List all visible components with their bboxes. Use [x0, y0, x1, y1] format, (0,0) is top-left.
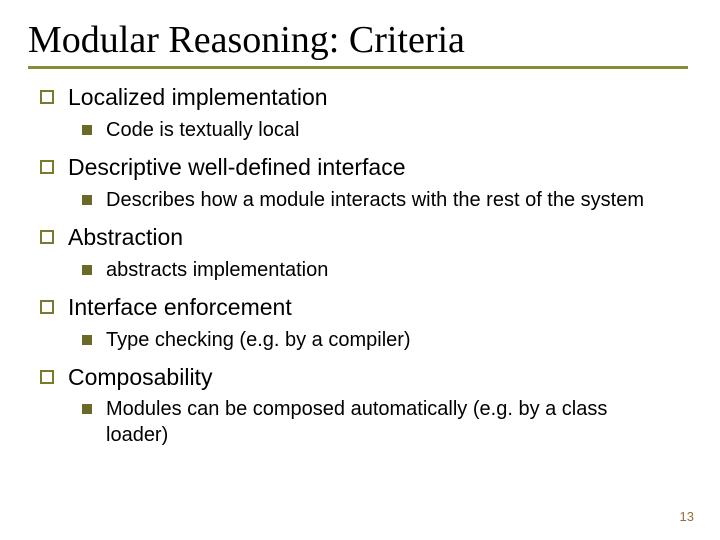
subitem-label: Code is textually local: [106, 117, 299, 143]
list-subitem: Type checking (e.g. by a compiler): [82, 327, 692, 353]
item-label: Composability: [68, 363, 212, 393]
square-outline-icon: [40, 230, 54, 244]
square-outline-icon: [40, 370, 54, 384]
square-fill-icon: [82, 404, 92, 414]
list-item: Descriptive well-defined interface: [40, 153, 692, 183]
square-outline-icon: [40, 90, 54, 104]
square-outline-icon: [40, 300, 54, 314]
title-underline: [28, 66, 688, 69]
square-fill-icon: [82, 335, 92, 345]
slide-title: Modular Reasoning: Criteria: [28, 18, 692, 62]
list-subitem: Code is textually local: [82, 117, 692, 143]
subitem-label: Type checking (e.g. by a compiler): [106, 327, 411, 353]
list-item: Localized implementation: [40, 83, 692, 113]
slide: Modular Reasoning: Criteria Localized im…: [0, 0, 720, 540]
square-fill-icon: [82, 125, 92, 135]
page-number: 13: [680, 509, 694, 524]
list-item: Composability: [40, 363, 692, 393]
item-label: Localized implementation: [68, 83, 328, 113]
subitem-label: Modules can be composed automatically (e…: [106, 396, 666, 448]
list-subitem: abstracts implementation: [82, 257, 692, 283]
list-item: Abstraction: [40, 223, 692, 253]
list-item: Interface enforcement: [40, 293, 692, 323]
item-label: Interface enforcement: [68, 293, 292, 323]
list-subitem: Describes how a module interacts with th…: [82, 187, 692, 213]
subitem-label: Describes how a module interacts with th…: [106, 187, 644, 213]
square-fill-icon: [82, 195, 92, 205]
list-subitem: Modules can be composed automatically (e…: [82, 396, 692, 448]
square-outline-icon: [40, 160, 54, 174]
item-label: Descriptive well-defined interface: [68, 153, 406, 183]
item-label: Abstraction: [68, 223, 183, 253]
subitem-label: abstracts implementation: [106, 257, 328, 283]
square-fill-icon: [82, 265, 92, 275]
content-area: Localized implementation Code is textual…: [28, 83, 692, 448]
